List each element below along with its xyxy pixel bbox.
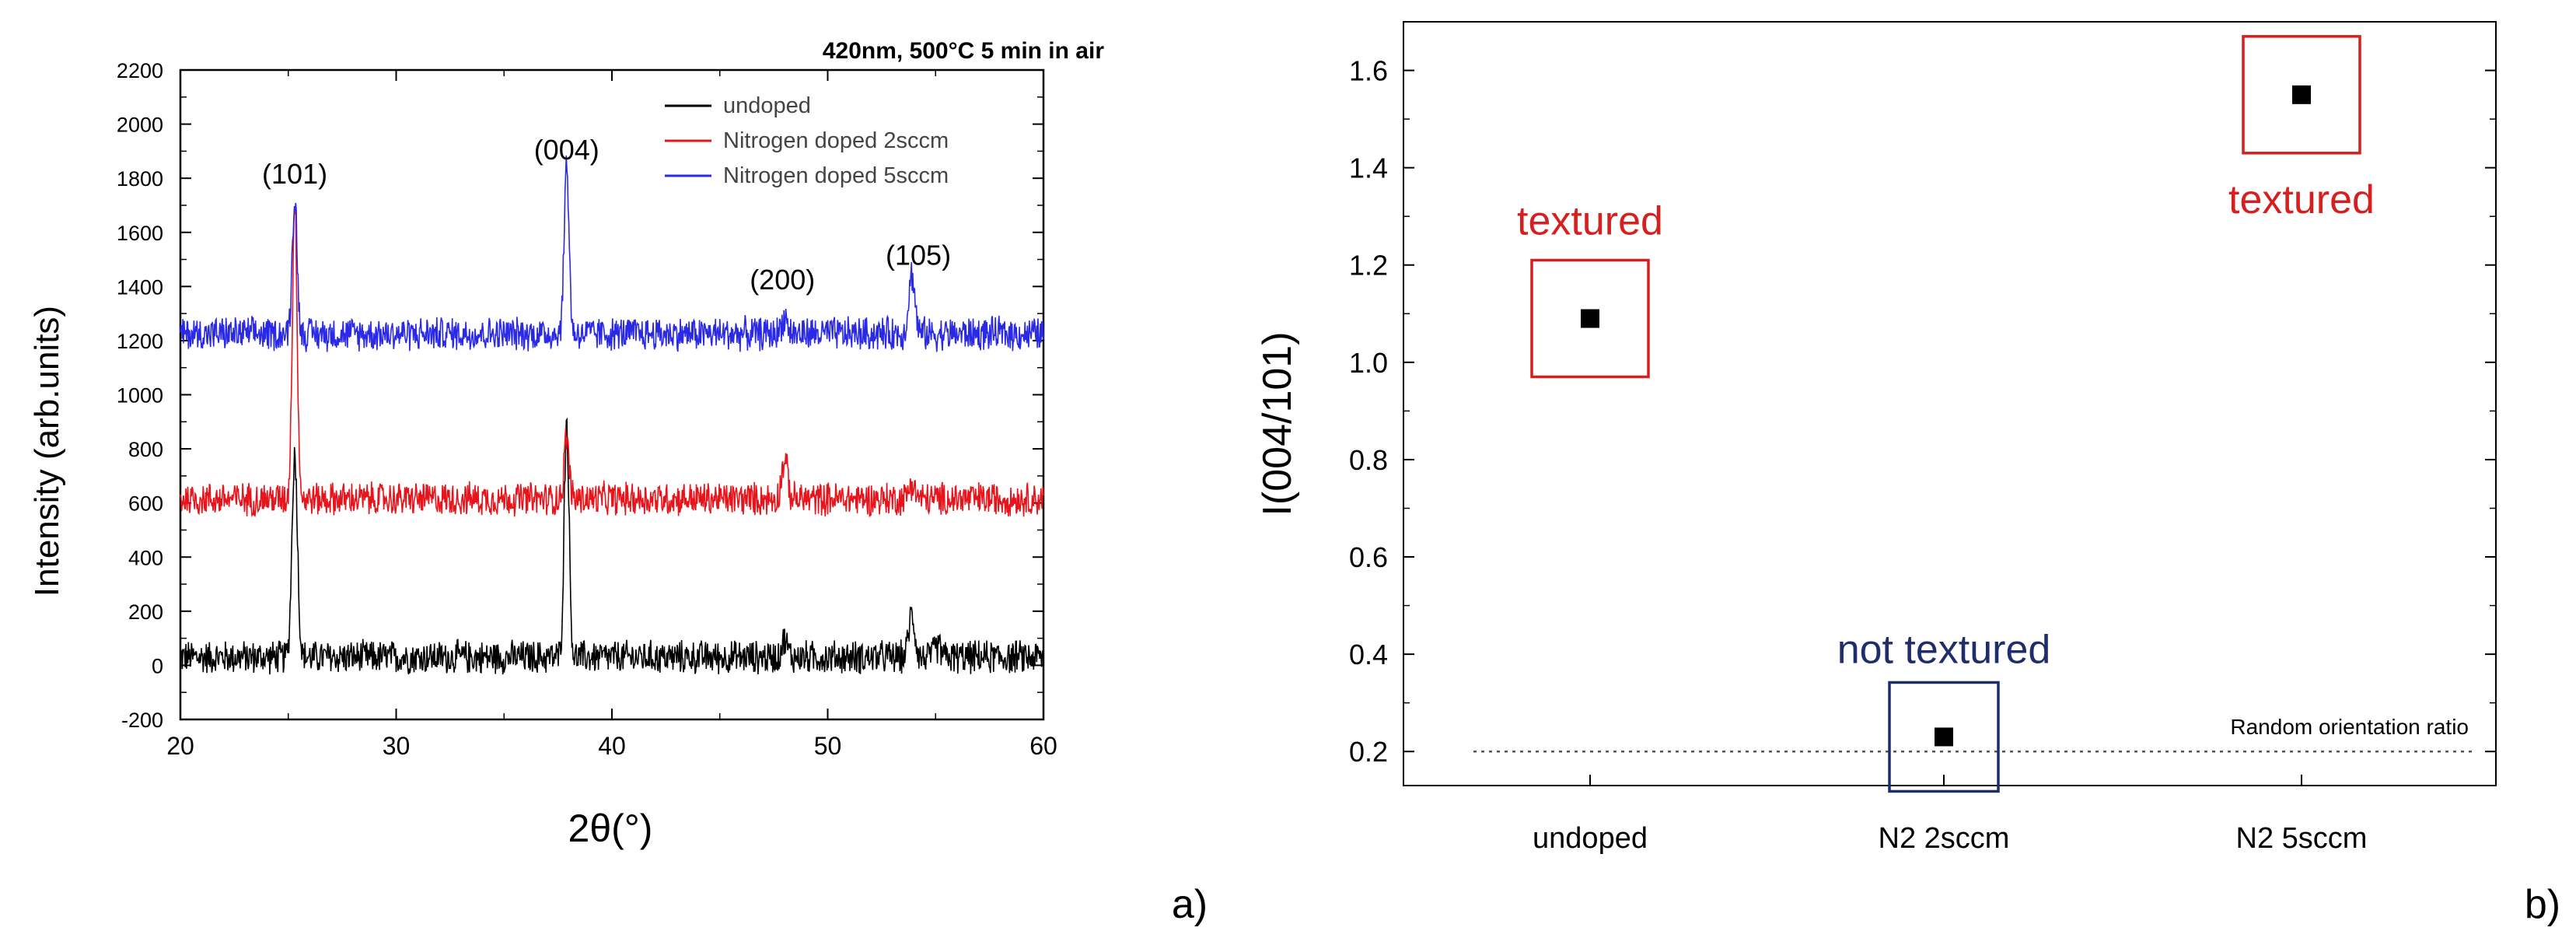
legend-entry: undoped [723,93,811,118]
point-label: not textured [1837,627,2051,672]
panel-a-title: 420nm, 500°C 5 min in air [823,38,1104,64]
peak-label: (101) [262,158,327,190]
peak-label: (004) [534,134,599,166]
panel-a-series-group [180,155,1044,675]
y-tick-label: 1.2 [1349,250,1388,282]
x-category-label: N2 2sccm [1879,822,2010,855]
peak-label: (200) [750,264,815,296]
panel-a-label: a) [1172,882,1208,927]
x-tick-label: 20 [166,732,194,760]
panel-b-reference-line: Random orientation ratio [1473,715,2473,753]
data-point-marker [1581,309,1599,328]
panel-a-axes: 20 30 40 50 60 -200 0 200 400 600 800 1000 1200 1400 1… [117,59,1057,760]
y-tick-label: 1.4 [1349,152,1388,184]
y-tick-label: 1.0 [1349,347,1388,379]
reference-line-label: Random orientation ratio [2230,715,2469,739]
y-tick-label: 800 [128,438,163,461]
y-tick-label: 0.6 [1349,541,1388,573]
y-tick-label: 1200 [117,330,163,353]
y-tick-label: 600 [128,492,163,516]
x-tick-label: 60 [1029,732,1057,760]
y-tick-label: 1400 [117,275,163,299]
point-label: textured [1517,199,1663,244]
legend-entry: Nitrogen doped 2sccm [723,128,949,153]
panel-b-frame [1403,21,2497,786]
panel-a-peak-labels: (101) (004) (200) (105) [262,134,951,296]
y-tick-label: 1800 [117,167,163,191]
y-tick-label: 2200 [117,59,163,82]
y-tick-label: 1600 [117,222,163,245]
panel-b-y-axis-label: I(004/101) [1255,331,1300,516]
highlight-box [1888,681,2000,793]
x-category-label: N2 5sccm [2236,822,2368,855]
legend-entry: Nitrogen doped 5sccm [723,163,949,188]
y-tick-label: 0.2 [1349,736,1388,768]
y-tick-label: 0.8 [1349,444,1388,476]
highlight-box [1530,258,1650,379]
series-line-nitrogen-doped-5sccm [180,155,1044,352]
y-tick-label: 1.6 [1349,55,1388,87]
panel-b-label: b) [2525,882,2560,927]
highlight-box [2242,35,2361,155]
data-point-marker [1935,727,1953,747]
y-tick-label: 2000 [117,114,163,137]
y-tick-label: 0 [152,654,163,677]
panel-b-axes: 0.2 0.4 0.6 0.8 1.0 1.2 1.4 1.6 undoped N2 2sccm N… [1349,21,2497,855]
x-tick-label: 40 [598,732,626,760]
x-tick-label: 50 [814,732,842,760]
peak-label: (105) [886,240,951,271]
y-tick-label: -200 [121,709,163,732]
panel-a-xrd-chart: 420nm, 500°C 5 min in air 20 30 40 50 60 -200… [28,38,1208,927]
series-line-undoped [180,417,1044,675]
data-point-marker [2292,85,2311,104]
series-line-nitrogen-doped-2sccm [180,207,1044,518]
panel-a-legend: undoped Nitrogen doped 2sccm Nitrogen dope… [665,93,949,188]
x-tick-label: 30 [383,732,411,760]
y-tick-label: 400 [128,546,163,569]
panel-a-y-axis-label: Intensity (arb.units) [28,306,66,597]
panel-b-points: textured not textured textured [1517,35,2375,793]
y-tick-label: 1000 [117,384,163,408]
y-tick-label: 0.4 [1349,639,1388,670]
x-category-label: undoped [1533,822,1648,855]
y-tick-label: 200 [128,600,163,624]
panel-a-x-axis-label: 2θ(°) [568,807,653,850]
panel-b-texture-chart: 0.2 0.4 0.6 0.8 1.0 1.2 1.4 1.6 undoped N2 2sccm N… [1255,21,2560,927]
point-label: textured [2228,177,2375,222]
